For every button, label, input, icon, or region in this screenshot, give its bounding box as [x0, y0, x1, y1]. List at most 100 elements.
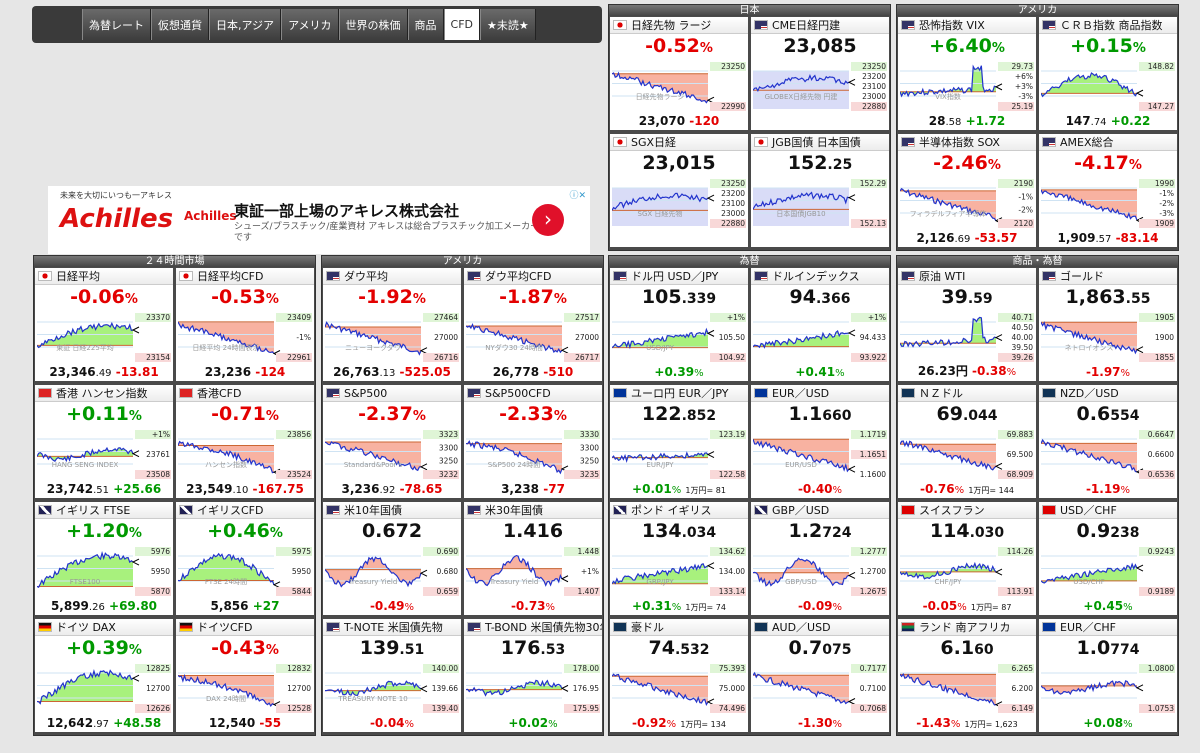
- market-card-c5[interactable]: SGX日経 23,015 23250 23200 23100 23000 22880 SGX …: [610, 134, 748, 247]
- market-card-c36[interactable]: NZD／USD 0.6554 0.6647 0.6600 0.6536 -1.19%: [1039, 385, 1177, 498]
- market-card-c7[interactable]: 半導体指数 SOX -2.46% 2190 -1% -2% 2120 フィラデルフィア半導体…: [898, 134, 1036, 247]
- card-header[interactable]: ポンド イギリス: [610, 502, 748, 519]
- tab-crypto[interactable]: 仮想通貨: [151, 9, 209, 40]
- card-header[interactable]: 米30年国債: [464, 502, 602, 519]
- market-card-c23[interactable]: T-NOTE 米国債先物 139.51 140.00 139.66 139.40 TREA…: [323, 619, 461, 732]
- card-header[interactable]: CME日経円建: [751, 17, 889, 34]
- market-card-c34[interactable]: ゴールド 1,863.55 1905 1900 1855 ネトロイオンス -1.97%: [1039, 268, 1177, 381]
- card-header[interactable]: USD／CHF: [1039, 502, 1177, 519]
- card-header[interactable]: ＣＲＢ指数 商品指数: [1039, 17, 1177, 34]
- tab-cfd[interactable]: CFD: [443, 9, 480, 40]
- tab-kawase[interactable]: 為替レート: [82, 9, 151, 40]
- market-card-c26[interactable]: ドルインデックス 94.366 +1% 94.433 93.922 +0.41%: [751, 268, 889, 381]
- card-header[interactable]: 米10年国債: [323, 502, 461, 519]
- tab-world-stocks[interactable]: 世界の株価: [338, 9, 408, 40]
- market-card-c2[interactable]: CME日経円建 23,085 23250 23200 23100 23000 22880 GL…: [751, 17, 889, 130]
- market-card-c31[interactable]: 豪ドル 74.532 75.393 75.000 74.496 -0.92% 1万円= 1…: [610, 619, 748, 732]
- market-card-c8[interactable]: AMEX総合 -4.17% 1990 -1% -2% -3% 1909 1,909.57 -8…: [1039, 134, 1177, 247]
- card-header[interactable]: 日経先物 ラージ: [610, 17, 748, 34]
- market-card-c11[interactable]: 香港 ハンセン指数 +0.11% +1% 23761 23508 HANG SENG IN…: [35, 385, 173, 498]
- market-card-c40[interactable]: EUR／CHF 1.0774 1.0800 1.0753 +0.08%: [1039, 619, 1177, 732]
- market-card-c37[interactable]: スイスフラン 114.030 114.26 113.91 CHF/JPY -0.05% 1…: [898, 502, 1036, 615]
- card-header[interactable]: ドイツCFD: [176, 619, 314, 636]
- card-header[interactable]: スイスフラン: [898, 502, 1036, 519]
- market-card-c13[interactable]: イギリス FTSE +1.20% 5976 5950 5870 FTSE100 5,899.…: [35, 502, 173, 615]
- card-header[interactable]: 日経平均: [35, 268, 173, 285]
- card-header[interactable]: ユーロ円 EUR／JPY: [610, 385, 748, 402]
- card-header[interactable]: EUR／CHF: [1039, 619, 1177, 636]
- card-header[interactable]: AUD／USD: [751, 619, 889, 636]
- market-card-c9[interactable]: 日経平均 -0.06% 23370 23154 東証 日経225平均 23,346.49 …: [35, 268, 173, 381]
- market-card-c20[interactable]: S&P500CFD -2.33% 3330 3300 3250 3235 S&P500 24…: [464, 385, 602, 498]
- card-header[interactable]: イギリスCFD: [176, 502, 314, 519]
- market-card-c25[interactable]: ドル円 USD／JPY 105.339 +1% 105.50 104.92 USD/JPY…: [610, 268, 748, 381]
- card-header[interactable]: ドル円 USD／JPY: [610, 268, 748, 285]
- market-card-c38[interactable]: USD／CHF 0.9238 0.9243 0.9189 USD/CHF +0.45%: [1039, 502, 1177, 615]
- card-header[interactable]: 原油 WTI: [898, 268, 1036, 285]
- ad-info-icon[interactable]: ⓘ✕: [569, 191, 586, 201]
- market-card-c28[interactable]: EUR／USD 1.1660 1.1719 1.1651 1.1600 EUR/USD -0…: [751, 385, 889, 498]
- card-header[interactable]: イギリス FTSE: [35, 502, 173, 519]
- scale-label: 5950: [292, 567, 311, 576]
- market-card-c33[interactable]: 原油 WTI 39.59 40.71 40.50 40.00 39.50 39.26 26.2…: [898, 268, 1036, 381]
- card-header[interactable]: ドイツ DAX: [35, 619, 173, 636]
- current-price-arrow-icon: [994, 568, 1003, 576]
- card-header[interactable]: NZD／USD: [1039, 385, 1177, 402]
- market-card-c35[interactable]: ＮＺドル 69.044 69.883 69.500 68.909 -0.76% 1万円= …: [898, 385, 1036, 498]
- card-header[interactable]: ゴールド: [1039, 268, 1177, 285]
- card-header[interactable]: 香港CFD: [176, 385, 314, 402]
- card-header[interactable]: ドルインデックス: [751, 268, 889, 285]
- card-header[interactable]: 恐怖指数 VIX: [898, 17, 1036, 34]
- card-header[interactable]: ＮＺドル: [898, 385, 1036, 402]
- market-card-c39[interactable]: ランド 南アフリカ 6.160 6.265 6.200 6.149 -1.43% 1万円=…: [898, 619, 1036, 732]
- card-header[interactable]: T-BOND 米国債先物30年: [464, 619, 602, 636]
- market-card-c32[interactable]: AUD／USD 0.7075 0.7177 0.7100 0.7068 -1.30%: [751, 619, 889, 732]
- market-card-c18[interactable]: ダウ平均CFD -1.87% 27517 27000 26717 NYダウ30 24時間 2…: [464, 268, 602, 381]
- tab-commodities[interactable]: 商品: [407, 9, 444, 40]
- card-header[interactable]: JGB国債 日本国債: [751, 134, 889, 151]
- market-card-c29[interactable]: ポンド イギリス 134.034 134.62 134.00 133.14 GBP/JPY…: [610, 502, 748, 615]
- market-card-c22[interactable]: 米30年国債 1.416 1.448 +1% 1.407 Treasury Yield -0…: [464, 502, 602, 615]
- market-card-c30[interactable]: GBP／USD 1.2724 1.2777 1.2700 1.2675 GBP/USD -0…: [751, 502, 889, 615]
- card-header[interactable]: S&P500CFD: [464, 385, 602, 402]
- scale-label: 3235: [580, 470, 599, 479]
- country-flag-icon: [901, 20, 915, 30]
- card-header[interactable]: T-NOTE 米国債先物: [323, 619, 461, 636]
- card-header[interactable]: ダウ平均CFD: [464, 268, 602, 285]
- market-card-c10[interactable]: 日経平均CFD -0.53% 23409 -1% 22961 日経平均 24時間表示 23,…: [176, 268, 314, 381]
- ad-arrow-icon[interactable]: ›: [532, 204, 564, 236]
- card-header[interactable]: 香港 ハンセン指数: [35, 385, 173, 402]
- card-header[interactable]: ダウ平均: [323, 268, 461, 285]
- card-header[interactable]: SGX日経: [610, 134, 748, 151]
- market-card-c14[interactable]: イギリスCFD +0.46% 5975 5950 5844 FTSE 24時間 5,856 …: [176, 502, 314, 615]
- market-card-c1[interactable]: 日経先物 ラージ -0.52% 23250 22990 日経先物ラージ 23,070 -1…: [610, 17, 748, 130]
- card-header[interactable]: S&P500: [323, 385, 461, 402]
- card-header[interactable]: EUR／USD: [751, 385, 889, 402]
- group-title: アメリカ: [897, 5, 1178, 16]
- card-header[interactable]: 豪ドル: [610, 619, 748, 636]
- market-card-c16[interactable]: ドイツCFD -0.43% 12832 12700 12528 DAX 24時間 12,54…: [176, 619, 314, 732]
- market-card-c19[interactable]: S&P500 -2.37% 3323 3300 3250 3232 Standard&Poo…: [323, 385, 461, 498]
- card-header[interactable]: 日経平均CFD: [176, 268, 314, 285]
- market-card-c12[interactable]: 香港CFD -0.71% 23856 23524 ハンセン指数 23,549.10 -16…: [176, 385, 314, 498]
- card-header[interactable]: 半導体指数 SOX: [898, 134, 1036, 151]
- tab-japan-asia[interactable]: 日本,アジア: [209, 9, 282, 40]
- card-header[interactable]: GBP／USD: [751, 502, 889, 519]
- scale-label: 114.26: [1007, 547, 1033, 556]
- tab-america[interactable]: アメリカ: [281, 9, 339, 40]
- market-card-c17[interactable]: ダウ平均 -1.92% 27464 27000 26716 ニューヨークダウ 26,763.…: [323, 268, 461, 381]
- market-card-c27[interactable]: ユーロ円 EUR／JPY 122.852 123.19 122.58 EUR/JPY +0…: [610, 385, 748, 498]
- group-title: 為替: [609, 256, 890, 267]
- tab-unread[interactable]: ★未読★: [480, 9, 536, 40]
- ad-title[interactable]: 東証一部上場のアキレス株式会社: [234, 202, 460, 220]
- market-card-c15[interactable]: ドイツ DAX +0.39% 12825 12700 12626 12,642.97 +4…: [35, 619, 173, 732]
- change-percent: +1.20: [66, 520, 129, 542]
- card-header[interactable]: ランド 南アフリカ: [898, 619, 1036, 636]
- market-card-c3[interactable]: 恐怖指数 VIX +6.40% 29.73 +6% +3% -3% 25.19 VIX指数 28…: [898, 17, 1036, 130]
- market-card-c6[interactable]: JGB国債 日本国債 152.25 152.29 152.13 日本国債JGB10: [751, 134, 889, 247]
- market-card-c21[interactable]: 米10年国債 0.672 0.690 0.680 0.659 Treasury Yield…: [323, 502, 461, 615]
- market-card-c4[interactable]: ＣＲＢ指数 商品指数 +0.15% 148.82 147.27 147.74 +0.22: [1039, 17, 1177, 130]
- card-header[interactable]: AMEX総合: [1039, 134, 1177, 151]
- market-card-c24[interactable]: T-BOND 米国債先物30年 176.53 178.00 176.95 175.95 +…: [464, 619, 602, 732]
- advertisement-banner[interactable]: 未来を大切にいつも一アキレス Achilles Achilles 東証一部上場の…: [48, 186, 590, 254]
